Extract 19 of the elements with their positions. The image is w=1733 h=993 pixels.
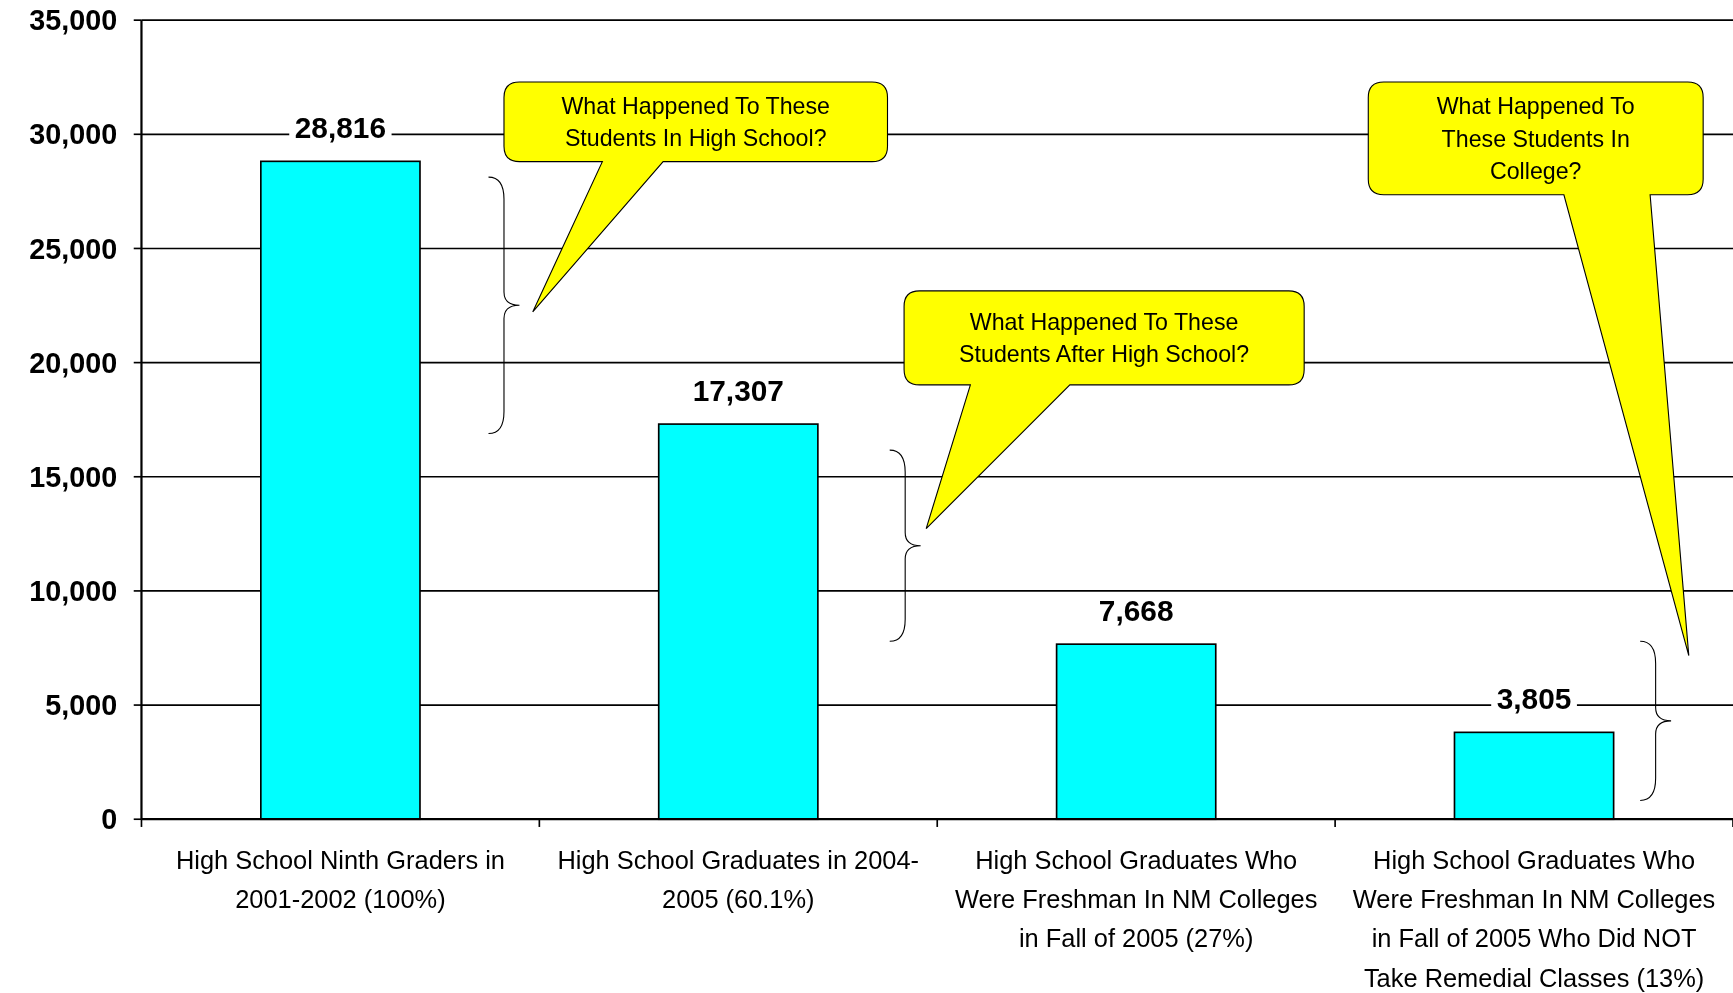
annotation: What Happened To These Students After High School? [959,309,1250,368]
y-tick-label: 20,000 [29,346,118,379]
x-tick-label: High School Graduates in 2004-2005 (60.1%) [557,845,920,914]
data-label: 28,816 [294,111,387,145]
x-tick-label: High School Ninth Graders in 2001-2002 (100%) [175,845,505,914]
x-tick-label: High School Graduates Who Were Freshman In NM Colleges in Fall of 2005 (27%) [954,845,1318,953]
x-tick-label: High School Graduates Who Were Freshman In NM Colleges in Fall of 2005 Who Did NOT Take Remedial Classes (13%) [1352,845,1716,992]
y-tick-label: 15,000 [29,460,118,493]
y-tick-label: 30,000 [29,118,118,151]
y-tick-label: 35,000 [29,4,118,37]
y-tick-label: 5,000 [45,689,118,722]
data-label: 3,805 [1496,682,1572,716]
data-label: 17,307 [692,373,784,407]
y-tick-label: 25,000 [29,232,118,265]
data-label: 7,668 [1098,593,1174,627]
y-tick-label: 10,000 [29,574,118,607]
annotation: What Happened To These Students In High School? [561,92,831,151]
annotation: What Happened To These Students In College? [1436,93,1635,184]
y-tick-label: 0 [101,803,118,836]
